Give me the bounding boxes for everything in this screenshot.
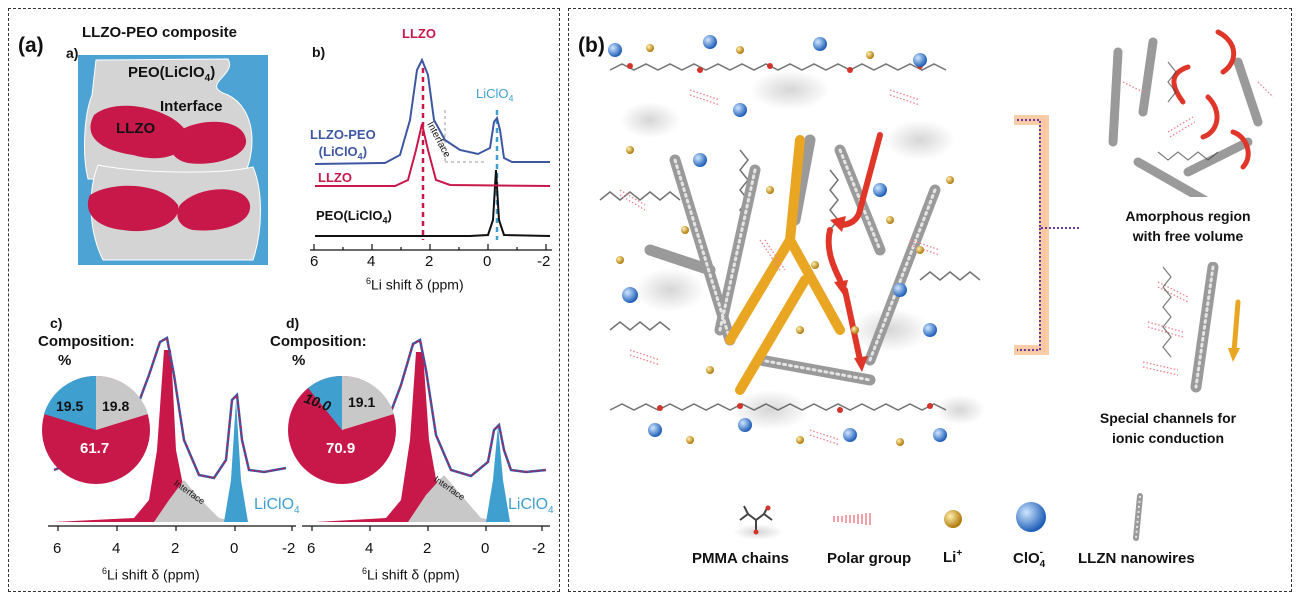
sub-b-spectra — [310, 57, 552, 251]
ionic-channels-illustration — [1142, 262, 1241, 393]
sub-c-slice-blue: 19.5 — [56, 398, 84, 414]
polar-group-icon — [833, 513, 871, 525]
sub-d-xlabel: 6Li shift δ (ppm) — [362, 566, 460, 583]
region-bracket — [1014, 115, 1080, 355]
sub-a-title: LLZO-PEO composite — [82, 24, 238, 41]
sub-a-peo-label: PEO(LiClO4) — [128, 64, 216, 84]
li-ion-icon — [944, 510, 962, 528]
amorphous-label: Amorphous region with free volume — [1125, 208, 1251, 244]
legend-clo4-label: ClO -4 — [1013, 547, 1048, 570]
sub-d-slice-red: 70.9 — [326, 440, 356, 457]
llzn-nanowire-icon — [1133, 493, 1143, 541]
panel-a-frame — [8, 8, 560, 592]
sub-b-liclo-label: LiClO4 — [476, 86, 514, 104]
sub-d-pie — [288, 375, 396, 484]
sub-c-xlabel: 6Li shift δ (ppm) — [102, 566, 200, 583]
composite-schematic — [78, 55, 268, 265]
sub-c-pie — [42, 375, 150, 484]
polymer-network-illustration — [599, 35, 985, 446]
sub-a-letter: a) — [66, 45, 79, 61]
panel-a-tag: (a) — [18, 34, 44, 57]
panel-b-frame — [568, 8, 1292, 592]
pmma-chain-icon — [733, 505, 783, 540]
sub-d-liclo-label: LiClO4 — [508, 496, 554, 517]
sub-c-spectrum — [48, 336, 296, 531]
sub-b-letter: b) — [312, 44, 326, 60]
sub-a-interface-label: Interface — [160, 98, 223, 115]
legend-llzn-label: LLZN nanowires — [1078, 550, 1195, 567]
sub-d-letter: d) — [286, 315, 300, 331]
sub-c-slice-gray: 19.8 — [102, 398, 130, 414]
legend-pmma-label: PMMA chains — [692, 550, 789, 567]
channels-label: Special channels for ionic conduction — [1099, 410, 1237, 446]
clo4-ion-icon — [1016, 502, 1046, 532]
sub-b-trace1-label: LLZO-PEO (LiClO4) — [310, 127, 376, 162]
legend-li-label: Li+ — [943, 548, 963, 566]
sub-c-letter: c) — [50, 315, 63, 331]
sub-d-composition: Composition: — [270, 333, 367, 350]
amorphous-region-illustration — [1108, 29, 1274, 197]
sub-b-top-llzo: LLZO — [402, 26, 436, 41]
sub-b-xlabel: 6Li shift δ (ppm) — [366, 276, 464, 293]
sub-c-percent: % — [58, 352, 72, 369]
sub-a-llzo-label: LLZO — [116, 120, 156, 137]
clo4-subsup: -4 — [1039, 547, 1046, 570]
sub-b-trace2-label: LLZO — [318, 170, 352, 185]
sub-c-slice-red: 61.7 — [80, 440, 110, 457]
sub-d-percent: % — [292, 352, 306, 369]
sub-d-spectrum — [302, 338, 550, 531]
sub-c-composition: Composition: — [38, 333, 135, 350]
legend-polar-label: Polar group — [827, 550, 912, 567]
sub-c-ticks: 6 4 2 0 -2 — [53, 540, 296, 557]
sub-b-ticks: 6 4 2 0 -2 — [310, 253, 551, 270]
panel-b-tag: (b) — [578, 34, 605, 57]
sub-c-liclo-label: LiClO4 — [254, 496, 300, 517]
sub-d-slice-gray: 19.1 — [348, 394, 376, 410]
sub-b-trace3-label: PEO(LiClO4) — [316, 208, 392, 226]
sub-d-ticks: 6 4 2 0 -2 — [307, 540, 546, 557]
